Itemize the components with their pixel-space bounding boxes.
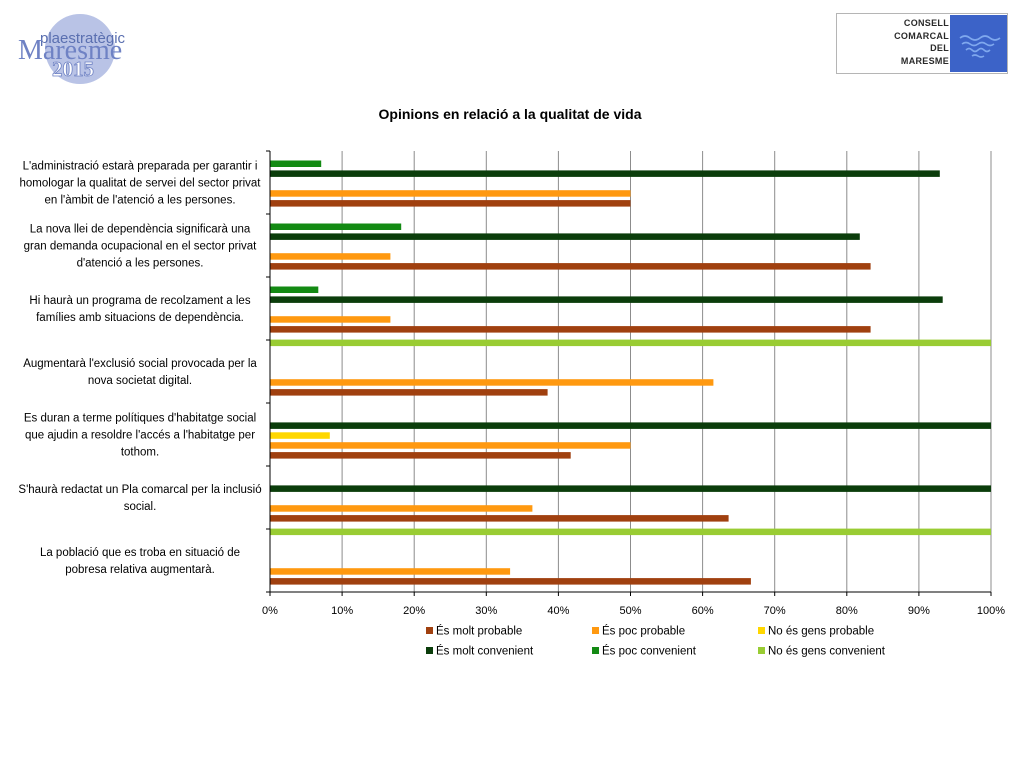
legend: És molt probable És poc probable No és gen…	[426, 625, 886, 658]
x-tick-label: 60%	[692, 605, 714, 617]
bar-6-2	[270, 505, 533, 512]
consell-logo-line: CONSELL	[903, 18, 949, 28]
bar-2-5	[270, 223, 402, 230]
logo-text-maresme: Maresme	[18, 35, 122, 66]
x-tick-label: 90%	[908, 605, 930, 617]
legend-item: És poc convenient	[592, 645, 697, 658]
x-tick-label: 10%	[331, 605, 353, 617]
x-tick-label: 0%	[262, 605, 278, 617]
bar-1-1	[270, 200, 631, 207]
legend-swatch	[592, 627, 599, 634]
category-label: gran demanda ocupacional en el sector pr…	[24, 241, 258, 253]
bar-7-1	[270, 578, 751, 585]
category-label: famílies amb situacions de dependència.	[36, 312, 244, 324]
bar-3-2	[270, 316, 391, 323]
logo-text-pla: plaestratègic	[40, 30, 126, 47]
category-label: tothom.	[121, 447, 159, 459]
legend-swatch	[426, 647, 433, 654]
bar-1-2	[270, 190, 631, 197]
category-label: S'haurà redactat un Pla comarcal per la …	[18, 484, 261, 496]
bar-1-4	[270, 170, 940, 177]
category-label: que ajudin a resoldre l'accés a l'habita…	[25, 430, 255, 442]
bar-4-2	[270, 379, 714, 386]
category-label: d'atenció a les persones.	[77, 258, 204, 270]
legend-swatch	[758, 627, 765, 634]
category-label: L'administració estarà preparada per gar…	[23, 161, 258, 173]
legend-label: És molt convenient	[436, 645, 534, 658]
x-tick-label: 100%	[977, 605, 1005, 617]
bar-6-4	[270, 485, 991, 492]
category-label: pobresa relativa augmentarà.	[65, 564, 215, 576]
bar-2-4	[270, 233, 860, 240]
x-tick-label: 40%	[547, 605, 569, 617]
bar-5-3	[270, 432, 330, 439]
legend-item: No és gens convenient	[758, 646, 886, 658]
category-label: La població que es troba en situació de	[40, 547, 240, 559]
x-tick-labels: 0% 10% 20% 30% 40% 50% 60% 70% 80% 90% 100%	[262, 605, 1005, 617]
axes	[266, 150, 992, 596]
consell-logo-line: DEL	[930, 43, 949, 53]
bar-7-2	[270, 568, 511, 575]
bar-2-1	[270, 263, 871, 270]
legend-label: No és gens convenient	[768, 646, 886, 658]
bar-4-1	[270, 389, 548, 396]
consell-logo-text: CONSELL COMARCAL DEL MARESME	[837, 17, 949, 67]
x-tick-label: 80%	[836, 605, 858, 617]
consell-emblem-icon	[950, 15, 1007, 72]
bar-7-6	[270, 528, 991, 536]
bar-5-1	[270, 452, 571, 459]
x-tick-label: 70%	[764, 605, 786, 617]
legend-item: És molt probable	[426, 625, 522, 638]
x-tick-label: 50%	[619, 605, 641, 617]
bar-4-6	[270, 339, 991, 347]
category-labels: L'administració estarà preparada per gar…	[18, 161, 261, 577]
category-label: Augmentarà l'exclusió social provocada p…	[23, 358, 257, 370]
bar-3-5	[270, 286, 319, 293]
legend-label: No és gens probable	[768, 626, 874, 638]
bar-6-1	[270, 515, 729, 522]
category-label: La nova llei de dependència significarà …	[30, 224, 251, 236]
category-label: Hi haurà un programa de recolzament a le…	[29, 295, 250, 307]
category-label: Es duran a terme polítiques d'habitatge …	[24, 413, 256, 425]
legend-swatch	[592, 647, 599, 654]
gridlines	[341, 151, 992, 592]
consell-logo-line: MARESME	[900, 55, 949, 66]
legend-swatch	[426, 627, 433, 634]
legend-label: És poc probable	[602, 625, 685, 638]
plaestrategic-maresme-logo: plaestratègic Maresme 2015	[18, 14, 126, 84]
bar-3-4	[270, 296, 943, 303]
legend-item: És poc probable	[592, 625, 685, 638]
chart-title: Opinions en relació a la qualitat de vid…	[379, 106, 642, 122]
category-label: homologar la qualitat de servei del sect…	[20, 178, 262, 190]
x-tick-label: 20%	[403, 605, 425, 617]
category-label: en l'àmbit de l'atenció a les persones.	[44, 195, 235, 207]
bars	[270, 160, 991, 585]
bar-5-2	[270, 442, 631, 449]
consell-logo-line: COMARCAL	[894, 30, 949, 41]
legend-label: És poc convenient	[602, 645, 697, 658]
legend-swatch	[758, 647, 765, 654]
bar-1-5	[270, 160, 322, 167]
category-label: social.	[124, 501, 157, 513]
logo-circle	[45, 14, 115, 84]
legend-label: És molt probable	[436, 625, 522, 638]
legend-item: És molt convenient	[426, 645, 534, 658]
bar-2-2	[270, 253, 391, 260]
x-tick-label: 30%	[475, 605, 497, 617]
logo-text-year: 2015	[52, 57, 94, 81]
consell-comarcal-logo: CONSELL COMARCAL DEL MARESME	[836, 13, 1008, 74]
bar-5-4	[270, 422, 991, 429]
waves-icon	[959, 35, 1001, 58]
legend-item: No és gens probable	[758, 626, 874, 638]
category-label: nova societat digital.	[88, 375, 192, 387]
bar-3-1	[270, 326, 871, 333]
